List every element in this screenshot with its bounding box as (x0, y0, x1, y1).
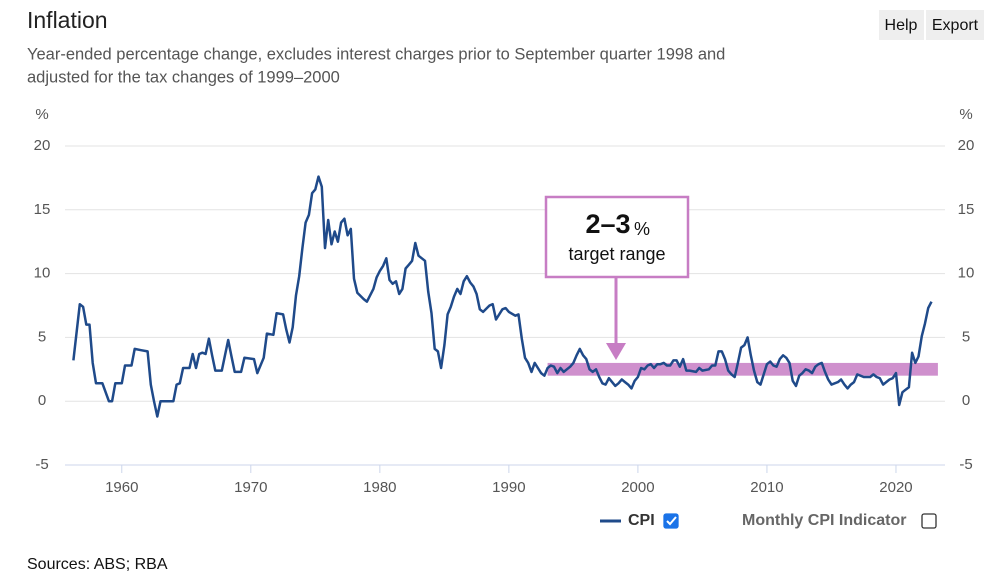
y2-tick-label: 20 (958, 137, 975, 154)
x-tick-label: 2010 (750, 479, 783, 496)
y-tick-label: 20 (34, 137, 51, 154)
x-tick-label: 2000 (621, 479, 654, 496)
export-button[interactable] (926, 10, 984, 40)
y2-tick-label: 10 (958, 265, 975, 282)
y-tick-label: 15 (34, 201, 51, 218)
x-tick-label: 1970 (234, 479, 267, 496)
cpi-line (72, 175, 933, 418)
y2-tick-label: -5 (959, 456, 972, 473)
annotation-label: 2–3 (585, 209, 630, 239)
annotation-unit: % (634, 219, 650, 239)
legend-label[interactable]: Monthly CPI Indicator (742, 512, 906, 529)
chart-subtitle: Year-ended percentage change, excludes i… (27, 45, 725, 63)
legend-label[interactable]: CPI (628, 512, 655, 529)
y-tick-label: 10 (34, 265, 51, 282)
y2-tick-label: 15 (958, 201, 975, 218)
legend-checkbox[interactable] (663, 513, 679, 529)
y2-axis-label: % (959, 106, 972, 123)
check-mark (666, 516, 677, 526)
arrow-head (606, 343, 626, 360)
source: Sources: ABS; RBA (27, 556, 168, 573)
y-tick-label: -5 (35, 456, 48, 473)
x-tick-label: 1960 (105, 479, 138, 496)
y2-tick-label: 5 (962, 328, 970, 345)
target-band (547, 362, 938, 376)
x-tick-label: 2020 (879, 479, 912, 496)
help-button[interactable] (879, 10, 924, 40)
chart-title: Inflation (27, 7, 108, 33)
export-label[interactable]: Export (932, 17, 979, 34)
y2-tick-label: 0 (962, 392, 970, 409)
legend-checkbox[interactable] (921, 513, 937, 529)
x-tick-label: 1990 (492, 479, 525, 496)
annotation-box (544, 195, 690, 279)
y-tick-label: 0 (38, 392, 46, 409)
x-tick-label: 1980 (363, 479, 396, 496)
y-tick-label: 5 (38, 328, 46, 345)
annotation-text: target range (568, 244, 665, 264)
y-axis-label: % (35, 106, 48, 123)
help-label[interactable]: Help (885, 17, 918, 34)
chart-subtitle: adjusted for the tax changes of 1999–200… (27, 68, 340, 86)
